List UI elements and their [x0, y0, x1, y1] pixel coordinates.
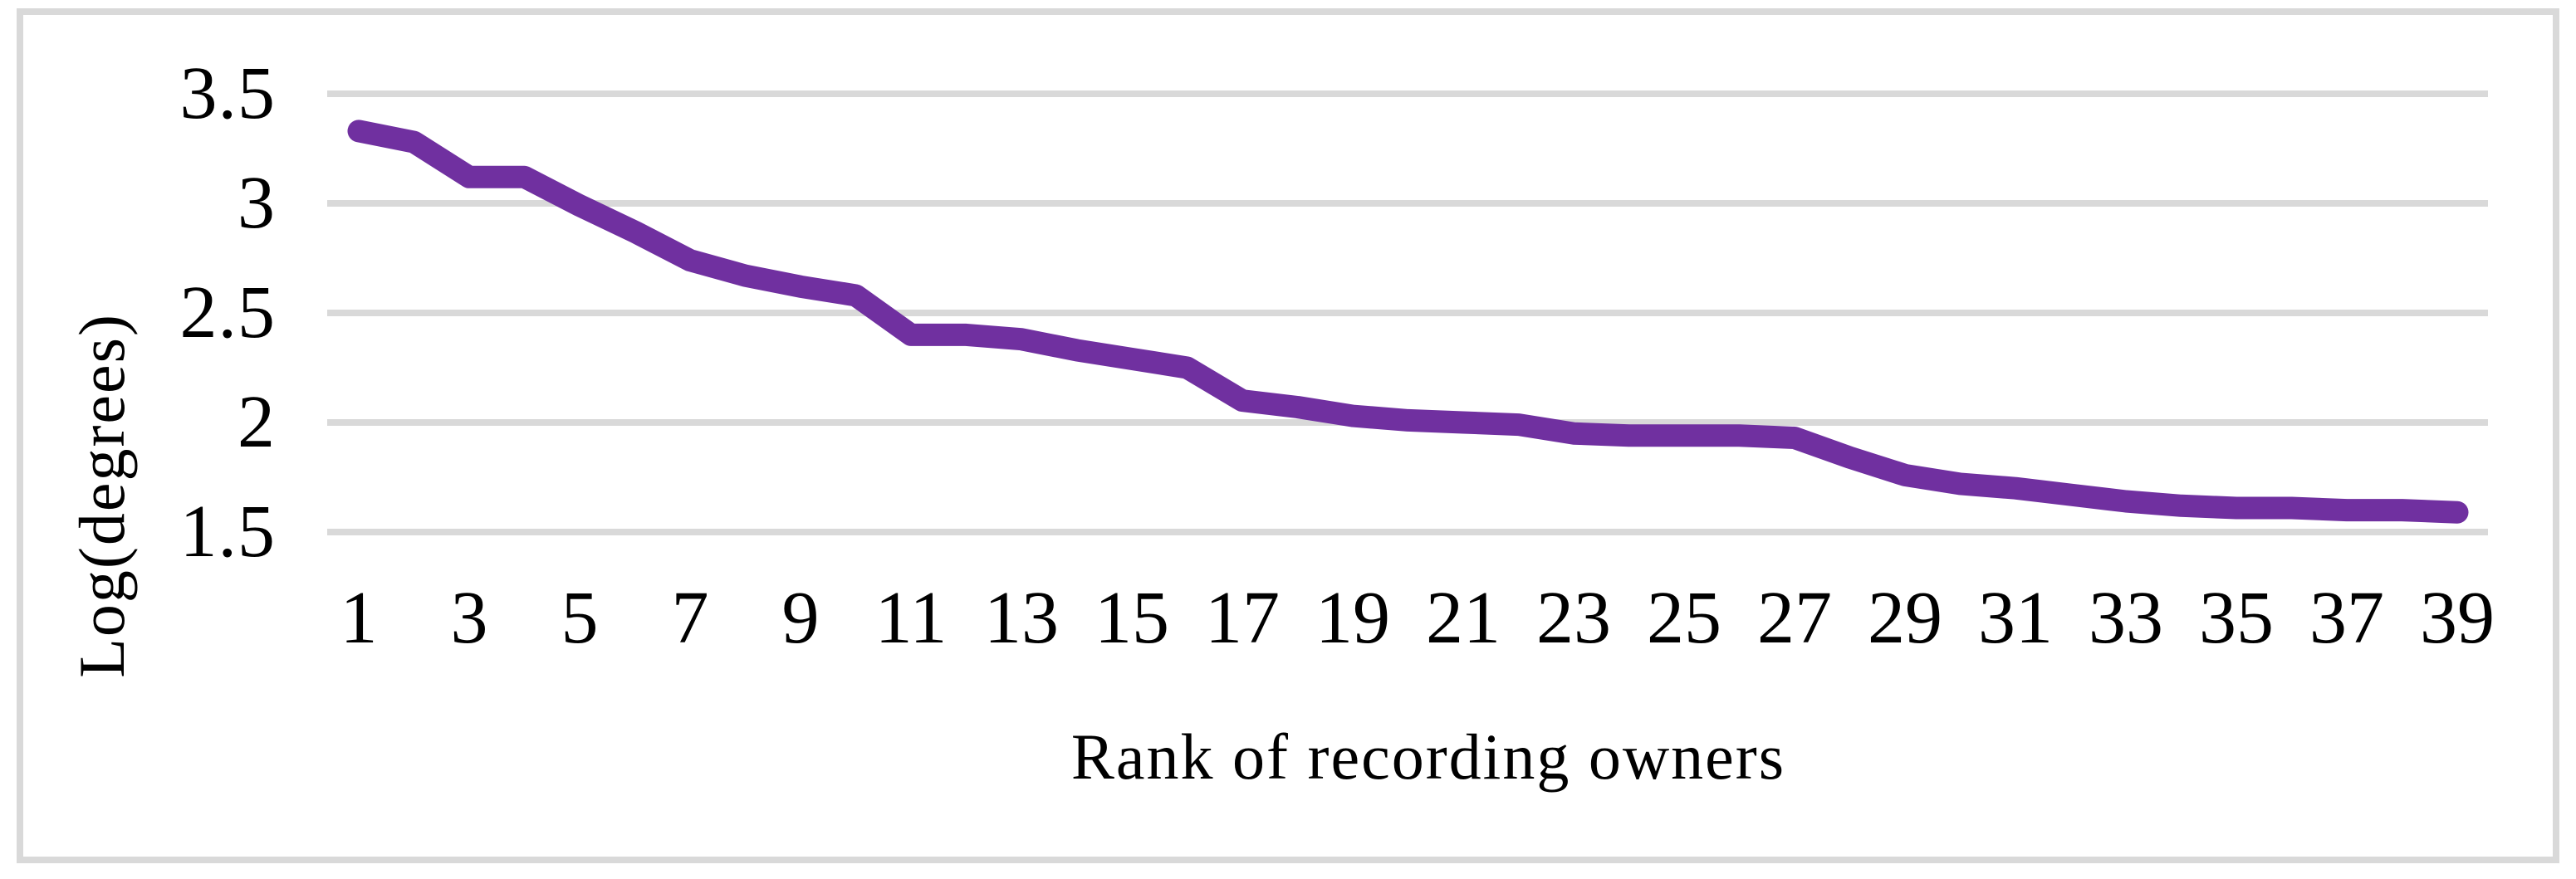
y-tick-label: 2	[238, 381, 276, 463]
x-tick-label: 37	[2309, 577, 2384, 659]
x-tick-label: 17	[1205, 577, 1280, 659]
x-tick-label: 1	[340, 577, 378, 659]
x-tick-label: 39	[2420, 577, 2495, 659]
x-tick-label: 9	[781, 577, 820, 659]
x-tick-label: 15	[1095, 577, 1169, 659]
x-tick-label: 27	[1757, 577, 1832, 659]
x-tick-label: 23	[1536, 577, 1611, 659]
x-tick-label: 13	[984, 577, 1059, 659]
x-tick-label: 7	[671, 577, 709, 659]
x-tick-label: 21	[1426, 577, 1501, 659]
x-tick-label: 5	[561, 577, 599, 659]
x-tick-label: 33	[2089, 577, 2163, 659]
y-tick-label: 3.5	[179, 52, 276, 134]
x-tick-label: 25	[1647, 577, 1721, 659]
x-tick-label: 19	[1315, 577, 1390, 659]
y-tick-label: 3	[238, 162, 276, 244]
y-tick-label: 2.5	[179, 271, 276, 354]
x-tick-label: 11	[874, 577, 948, 659]
x-axis-title: Rank of recording owners	[1070, 720, 1786, 793]
x-tick-label: 29	[1868, 577, 1942, 659]
x-tick-label: 35	[2199, 577, 2274, 659]
data-line-series	[347, 120, 2469, 524]
x-tick-label: 3	[450, 577, 488, 659]
x-tick-label: 31	[1978, 577, 2053, 659]
y-tick-label: 1.5	[179, 491, 276, 573]
chart-border	[17, 8, 2559, 863]
y-axis-title-text: Log(degrees)	[66, 312, 138, 678]
